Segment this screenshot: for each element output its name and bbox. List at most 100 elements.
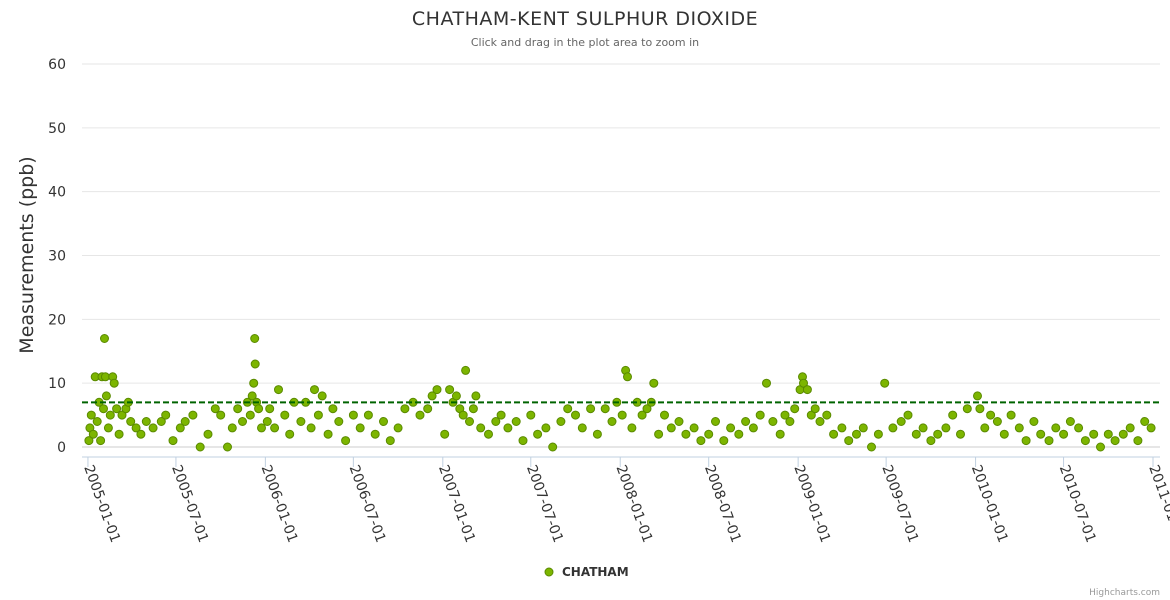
data-point-88[interactable] xyxy=(468,404,478,414)
data-point-53[interactable] xyxy=(274,385,283,395)
data-point-158[interactable] xyxy=(903,410,913,420)
data-point-105[interactable] xyxy=(586,404,596,414)
data-point-139[interactable] xyxy=(790,404,800,414)
data-point-108[interactable] xyxy=(607,417,617,426)
data-point-32[interactable] xyxy=(188,410,198,420)
data-point-144[interactable] xyxy=(806,410,816,420)
data-point-175[interactable] xyxy=(1021,436,1031,446)
data-point-181[interactable] xyxy=(1065,417,1075,426)
data-point-14[interactable] xyxy=(105,410,115,420)
data-point-13[interactable] xyxy=(103,423,113,433)
data-point-113[interactable] xyxy=(627,423,637,433)
data-point-136[interactable] xyxy=(775,429,785,439)
credits-link[interactable]: Highcharts.com xyxy=(1089,588,1160,598)
data-point-90[interactable] xyxy=(476,423,486,433)
data-point-60[interactable] xyxy=(310,385,319,395)
data-point-152[interactable] xyxy=(858,423,868,433)
data-point-151[interactable] xyxy=(852,429,861,439)
data-point-177[interactable] xyxy=(1036,429,1046,439)
data-point-54[interactable] xyxy=(280,410,290,420)
data-point-89[interactable] xyxy=(471,391,481,401)
data-point-44[interactable] xyxy=(249,378,259,388)
data-point-72[interactable] xyxy=(385,436,395,446)
data-point-110[interactable] xyxy=(617,410,627,420)
data-point-16[interactable] xyxy=(109,378,119,388)
data-point-92[interactable] xyxy=(491,417,501,426)
data-point-137[interactable] xyxy=(780,410,790,420)
data-point-40[interactable] xyxy=(238,417,247,426)
data-point-116[interactable] xyxy=(642,404,652,414)
data-point-147[interactable] xyxy=(822,410,832,420)
data-point-127[interactable] xyxy=(711,417,720,426)
data-point-146[interactable] xyxy=(815,417,825,426)
data-point-169[interactable] xyxy=(980,423,990,433)
series-chatham-points[interactable] xyxy=(84,334,1156,452)
data-point-153[interactable] xyxy=(867,442,876,452)
data-point-154[interactable] xyxy=(873,429,883,439)
data-point-35[interactable] xyxy=(210,404,220,414)
data-point-91[interactable] xyxy=(484,429,493,439)
data-point-183[interactable] xyxy=(1080,436,1090,446)
data-point-79[interactable] xyxy=(432,385,442,395)
data-point-176[interactable] xyxy=(1029,417,1039,426)
data-point-115[interactable] xyxy=(637,410,647,420)
data-point-156[interactable] xyxy=(888,423,898,433)
data-point-132[interactable] xyxy=(748,423,758,433)
data-point-29[interactable] xyxy=(168,436,178,446)
data-point-143[interactable] xyxy=(802,385,812,395)
data-point-5[interactable] xyxy=(92,417,102,426)
data-point-73[interactable] xyxy=(393,423,403,433)
data-point-77[interactable] xyxy=(423,404,433,414)
data-point-64[interactable] xyxy=(328,404,338,414)
data-point-124[interactable] xyxy=(689,423,699,433)
data-point-190[interactable] xyxy=(1133,436,1143,446)
data-point-159[interactable] xyxy=(911,429,921,439)
data-point-123[interactable] xyxy=(681,429,691,439)
data-point-180[interactable] xyxy=(1059,429,1069,439)
data-point-118[interactable] xyxy=(649,378,659,388)
data-point-173[interactable] xyxy=(1006,410,1016,420)
data-point-67[interactable] xyxy=(348,410,358,420)
data-point-119[interactable] xyxy=(654,429,664,439)
data-point-24[interactable] xyxy=(136,429,146,439)
data-point-76[interactable] xyxy=(415,410,425,420)
data-point-39[interactable] xyxy=(233,404,243,414)
data-point-80[interactable] xyxy=(440,429,450,439)
data-point-179[interactable] xyxy=(1051,423,1061,433)
data-point-87[interactable] xyxy=(465,417,474,426)
data-point-100[interactable] xyxy=(548,442,558,452)
data-point-71[interactable] xyxy=(379,417,388,426)
data-point-9[interactable] xyxy=(99,404,108,414)
data-point-95[interactable] xyxy=(511,417,521,426)
data-point-10[interactable] xyxy=(100,334,109,343)
data-point-85[interactable] xyxy=(458,410,468,420)
data-point-107[interactable] xyxy=(600,404,610,414)
data-point-128[interactable] xyxy=(719,436,729,446)
data-point-66[interactable] xyxy=(341,436,351,446)
data-point-172[interactable] xyxy=(999,429,1009,439)
data-point-62[interactable] xyxy=(317,391,327,401)
data-point-104[interactable] xyxy=(577,423,587,433)
data-point-129[interactable] xyxy=(726,423,736,433)
data-point-18[interactable] xyxy=(114,429,124,439)
data-point-34[interactable] xyxy=(203,429,213,439)
data-point-94[interactable] xyxy=(503,423,513,433)
data-point-174[interactable] xyxy=(1014,423,1024,433)
data-point-126[interactable] xyxy=(704,429,714,439)
data-point-30[interactable] xyxy=(175,423,185,433)
data-point-161[interactable] xyxy=(926,436,936,446)
data-point-7[interactable] xyxy=(96,436,106,446)
data-point-63[interactable] xyxy=(323,429,333,439)
data-point-99[interactable] xyxy=(541,423,551,433)
data-point-101[interactable] xyxy=(556,417,566,426)
data-point-178[interactable] xyxy=(1044,436,1054,446)
data-point-162[interactable] xyxy=(933,429,943,439)
data-point-112[interactable] xyxy=(623,372,632,382)
data-point-142[interactable] xyxy=(799,378,808,388)
data-point-102[interactable] xyxy=(563,404,573,414)
data-point-0[interactable] xyxy=(84,436,94,446)
data-point-52[interactable] xyxy=(270,423,280,433)
data-point-171[interactable] xyxy=(992,417,1002,426)
data-point-148[interactable] xyxy=(829,429,839,439)
data-point-78[interactable] xyxy=(427,391,437,401)
